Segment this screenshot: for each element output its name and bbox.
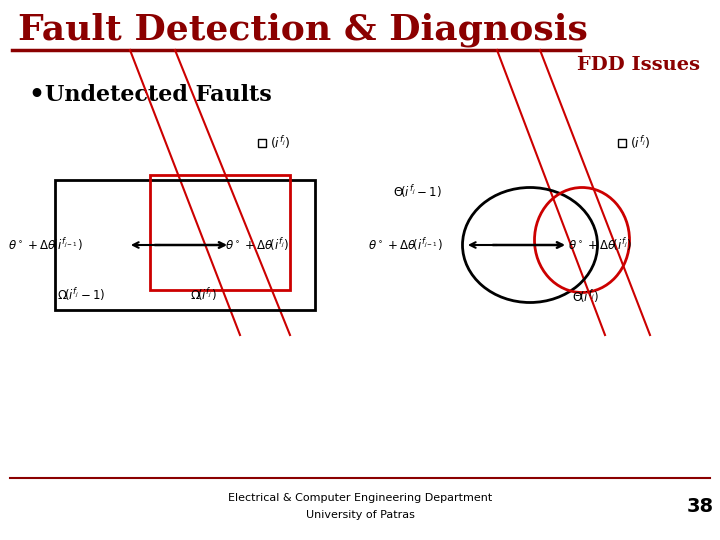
Text: $\theta^\circ+\Delta\theta\!\left(i^{f_j}\right)$: $\theta^\circ+\Delta\theta\!\left(i^{f_j… <box>568 237 632 253</box>
Bar <box>258 139 266 147</box>
Bar <box>55 180 315 310</box>
Bar <box>150 175 290 290</box>
Text: Electrical & Computer Engineering Department: Electrical & Computer Engineering Depart… <box>228 493 492 503</box>
Text: $\Omega\!\left(i^{f_j}\right)$: $\Omega\!\left(i^{f_j}\right)$ <box>190 287 217 303</box>
Text: University of Patras: University of Patras <box>305 510 415 520</box>
Text: $\theta^\circ+\Delta\theta\!\left(i^{f_{j-1}}\right)$: $\theta^\circ+\Delta\theta\!\left(i^{f_{… <box>8 237 83 253</box>
Text: Fault Detection & Diagnosis: Fault Detection & Diagnosis <box>18 13 588 47</box>
Text: $\left(i^{f_j}\right)$: $\left(i^{f_j}\right)$ <box>270 134 291 151</box>
Text: $\Theta\!\left(i^{f_j}\right)$: $\Theta\!\left(i^{f_j}\right)$ <box>572 288 599 306</box>
Text: $\left(i^{f_j}\right)$: $\left(i^{f_j}\right)$ <box>630 134 651 151</box>
Text: Undetected Faults: Undetected Faults <box>45 84 271 106</box>
Text: •: • <box>28 83 44 107</box>
Text: FDD Issues: FDD Issues <box>577 56 700 74</box>
Bar <box>618 139 626 147</box>
Text: 38: 38 <box>686 497 714 516</box>
Text: $\Omega\!\left(i^{f_j}-1\right)$: $\Omega\!\left(i^{f_j}-1\right)$ <box>57 287 106 303</box>
Text: $\Theta\!\left(i^{f_j}-1\right)$: $\Theta\!\left(i^{f_j}-1\right)$ <box>393 184 442 200</box>
Text: $\theta^\circ+\Delta\theta\!\left(i^{f_j}\right)$: $\theta^\circ+\Delta\theta\!\left(i^{f_j… <box>225 237 289 253</box>
Text: $\theta^\circ+\Delta\theta\!\left(i^{f_{j-1}}\right)$: $\theta^\circ+\Delta\theta\!\left(i^{f_{… <box>368 237 443 253</box>
